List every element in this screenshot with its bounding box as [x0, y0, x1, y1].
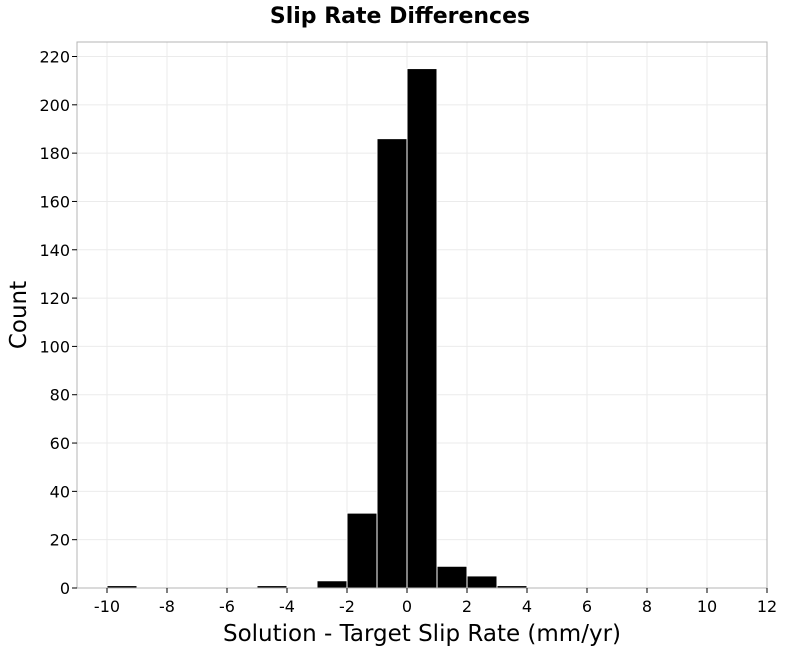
x-tick-label: -4: [279, 597, 295, 616]
plot-frame: [76, 41, 768, 589]
bars: [106, 68, 528, 589]
y-tick-label: 0: [60, 579, 70, 598]
x-tick-label: 0: [402, 597, 412, 616]
histogram-bar: [436, 565, 468, 589]
histogram-bar: [376, 138, 408, 589]
y-axis-label: Count: [6, 281, 32, 349]
x-tick-label: 8: [642, 597, 652, 616]
x-tick-label: 4: [522, 597, 532, 616]
y-tick-label: 200: [39, 96, 70, 115]
x-tick-label: -6: [219, 597, 235, 616]
x-axis-label: Solution - Target Slip Rate (mm/yr): [223, 621, 621, 647]
y-tick-label: 120: [39, 289, 70, 308]
y-tick-label: 60: [50, 434, 70, 453]
x-tick-label: -8: [159, 597, 175, 616]
x-tick-label: -10: [94, 597, 120, 616]
y-axis-ticks: 0 20 40 60 80 100 120 140 160 180 200 220: [39, 47, 77, 598]
x-tick-label: 6: [582, 597, 592, 616]
x-tick-label: 2: [462, 597, 472, 616]
y-tick-label: 80: [50, 386, 70, 405]
x-axis-ticks: -10 -8 -6 -4 -2 0 2 4 6 8 10 12: [94, 588, 777, 616]
x-tick-label: 12: [757, 597, 777, 616]
chart-title: Slip Rate Differences: [270, 4, 530, 29]
x-tick-label: -2: [339, 597, 355, 616]
histogram-bar: [406, 68, 438, 589]
histogram-bar: [316, 580, 348, 589]
histogram-bar: [466, 575, 498, 589]
y-tick-label: 160: [39, 192, 70, 211]
y-tick-label: 140: [39, 241, 70, 260]
x-tick-label: 10: [697, 597, 717, 616]
y-tick-label: 100: [39, 337, 70, 356]
y-tick-label: 40: [50, 482, 70, 501]
y-tick-label: 20: [50, 531, 70, 550]
y-tick-label: 220: [39, 47, 70, 66]
y-tick-label: 180: [39, 144, 70, 163]
histogram-bar: [346, 512, 378, 589]
